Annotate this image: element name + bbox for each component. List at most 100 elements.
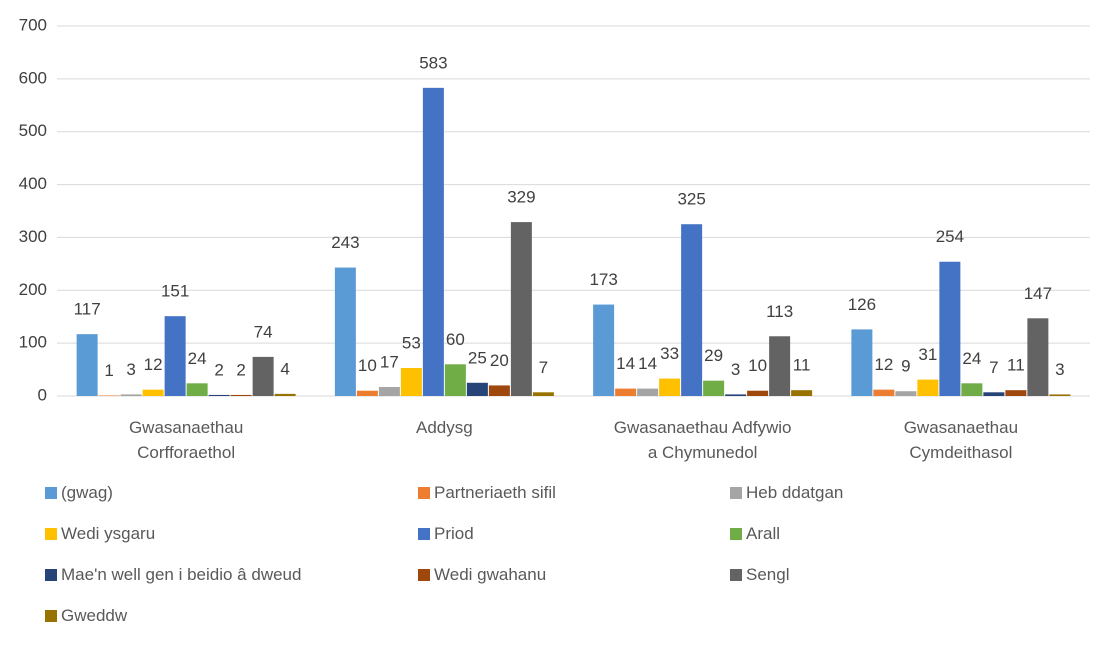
x-tick-label: Gwasanaethau Cymdeithasol: [903, 418, 1019, 462]
data-label: 14: [616, 354, 635, 373]
data-label: 173: [589, 270, 617, 289]
bar: [1049, 394, 1071, 396]
legend-label: Mae'n well gen i beidio â dweud: [61, 564, 302, 584]
bar: [983, 392, 1005, 396]
legend-item: Partneriaeth sifil: [418, 472, 730, 513]
data-label: 329: [507, 188, 535, 207]
legend-item: Wedi ysgaru: [45, 513, 418, 554]
data-label: 151: [161, 282, 189, 301]
data-label: 10: [358, 356, 377, 375]
data-label: 7: [539, 358, 548, 377]
data-label: 4: [280, 359, 289, 378]
bar: [917, 379, 939, 396]
bar: [98, 395, 120, 396]
legend-swatch: [45, 527, 57, 540]
legend-label: Arall: [746, 523, 781, 543]
data-label: 14: [638, 354, 657, 373]
bar: [939, 261, 961, 396]
data-label: 11: [1007, 356, 1025, 375]
bar: [851, 329, 873, 396]
legend-swatch: [45, 486, 57, 499]
bar: [252, 356, 274, 396]
legend-item: Mae'n well gen i beidio â dweud: [45, 554, 418, 595]
data-label: 147: [1024, 284, 1052, 303]
y-tick-label: 200: [19, 280, 47, 299]
data-label: 243: [331, 233, 359, 252]
bar: [488, 385, 510, 396]
x-tick-label: Gwasanaethau Corfforaethol: [128, 418, 244, 462]
bar: [637, 388, 659, 396]
bar: [120, 394, 142, 396]
bar: [725, 394, 747, 396]
bar: [510, 222, 532, 396]
data-label: 20: [490, 351, 509, 370]
bar: [703, 380, 725, 396]
bar: [961, 383, 983, 396]
bar: [164, 316, 186, 396]
data-label: 254: [936, 227, 964, 246]
y-tick-label: 500: [19, 121, 47, 140]
data-label: 3: [731, 360, 740, 379]
data-label: 24: [188, 349, 207, 368]
legend-swatch: [418, 568, 430, 581]
bar: [659, 378, 681, 396]
legend-swatch: [730, 568, 742, 581]
y-tick-label: 300: [19, 227, 47, 246]
data-label: 25: [468, 348, 487, 367]
legend-label: Wedi ysgaru: [61, 523, 156, 543]
data-label: 1: [104, 361, 113, 380]
bar: [1027, 318, 1049, 396]
legend-label: Sengl: [746, 564, 790, 584]
bar: [791, 390, 813, 396]
legend-label: (gwag): [61, 482, 113, 502]
data-label: 7: [989, 358, 998, 377]
data-label: 113: [766, 302, 793, 321]
legend-swatch: [45, 609, 57, 622]
data-label: 2: [214, 360, 223, 379]
bar: [334, 267, 356, 396]
data-label: 126: [848, 295, 876, 314]
bar: [378, 387, 400, 396]
legend-item: Gweddw: [45, 595, 418, 636]
data-label: 583: [419, 53, 447, 72]
legend-swatch: [730, 527, 742, 540]
legend-item: (gwag): [45, 472, 418, 513]
bar: [895, 391, 917, 396]
bar: [466, 382, 488, 396]
legend-swatch: [45, 568, 57, 581]
data-label: 9: [901, 357, 910, 376]
bar: [142, 389, 164, 396]
data-label: 33: [660, 344, 679, 363]
bar: [76, 334, 98, 396]
bar: [186, 383, 208, 396]
legend-label: Priod: [434, 523, 474, 543]
data-label: 12: [874, 355, 893, 374]
data-label: 10: [748, 356, 767, 375]
x-tick-label: Addysg: [416, 418, 473, 437]
bar: [593, 304, 615, 396]
bar: [208, 394, 230, 396]
data-label: 3: [1055, 360, 1064, 379]
bar: [230, 394, 252, 396]
bar: [747, 390, 769, 396]
data-label: 24: [962, 349, 981, 368]
legend-label: Heb ddatgan: [746, 482, 844, 502]
bar: [356, 390, 378, 396]
data-label: 3: [126, 360, 135, 379]
data-label: 325: [677, 190, 705, 209]
bar: [274, 393, 296, 396]
legend-item: Sengl: [730, 554, 1030, 595]
data-label: 74: [254, 322, 273, 341]
legend-item: Priod: [418, 513, 730, 554]
legend-label: Wedi gwahanu: [434, 564, 547, 584]
y-tick-label: 700: [19, 15, 47, 34]
bar: [532, 392, 554, 396]
y-tick-label: 400: [19, 174, 47, 193]
y-tick-label: 100: [19, 333, 47, 352]
bar: [1005, 390, 1027, 396]
data-label: 117: [74, 300, 101, 319]
legend-label: Partneriaeth sifil: [434, 482, 556, 502]
legend-label: Gweddw: [61, 605, 128, 625]
